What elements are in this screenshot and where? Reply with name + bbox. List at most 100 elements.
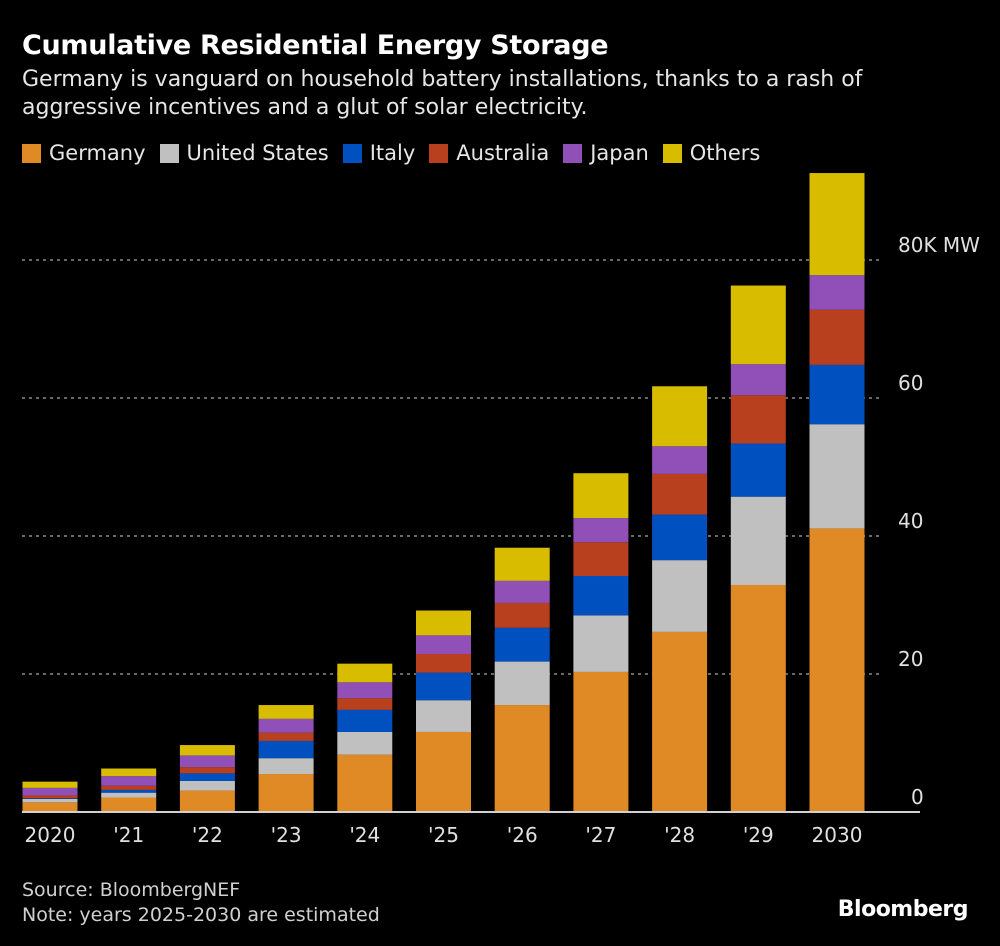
legend-swatch <box>22 143 41 163</box>
bar-segment-others <box>337 663 393 683</box>
bar-segment-germany <box>730 584 786 812</box>
y-tick-label: 80K MW <box>898 233 980 257</box>
bar-segment-united-states <box>809 424 865 529</box>
bar-segment-others <box>22 781 78 788</box>
x-tick-label: '27 <box>585 823 616 847</box>
bar-segment-australia <box>101 785 157 790</box>
legend-label: Germany <box>49 141 146 165</box>
bar-segment-germany <box>22 802 78 812</box>
bar-segment-italy <box>22 798 78 799</box>
bar-segment-japan <box>416 635 471 654</box>
bar-segment-united-states <box>652 560 708 632</box>
bar-segment-japan <box>573 518 629 543</box>
x-tick-label: '29 <box>743 823 774 847</box>
bar-segment-others <box>809 173 865 276</box>
bar-segment-united-states <box>730 496 786 585</box>
y-tick-label: 60 <box>898 371 923 395</box>
y-tick-label: 40 <box>898 509 923 533</box>
bar-segment-united-states <box>101 792 157 798</box>
bar-segment-others <box>179 745 235 756</box>
source-note: Source: BloombergNEF <box>22 879 241 901</box>
bar-segment-italy <box>179 773 235 781</box>
legend-label: United States <box>186 141 329 165</box>
legend-swatch <box>429 143 449 163</box>
bar-segment-japan <box>809 275 865 310</box>
bloomberg-logo: Bloomberg <box>837 897 969 922</box>
x-tick-label: '21 <box>113 823 144 847</box>
bar-segment-italy <box>494 627 550 662</box>
bar-segment-united-states <box>416 700 471 732</box>
bar-segment-others <box>416 610 471 636</box>
x-tick-label: '22 <box>192 823 223 847</box>
bar-segment-italy <box>416 672 471 701</box>
legend-item: United States <box>159 141 329 165</box>
legend-swatch <box>342 143 362 163</box>
bar-segment-germany <box>416 731 471 812</box>
bar-segment-united-states <box>337 731 393 755</box>
legend-item: Others <box>662 141 761 165</box>
bar-segment-italy <box>101 789 157 793</box>
legend: Germany United States Italy Australia Japan O… <box>22 141 760 165</box>
legend-label: Italy <box>369 141 416 165</box>
x-tick-label: '24 <box>349 823 380 847</box>
bar-segment-australia <box>337 698 393 710</box>
bar-segment-united-states <box>494 661 550 706</box>
footer: Source: BloombergNEF Note: years 2025-20… <box>22 878 380 928</box>
legend-swatch <box>662 143 682 163</box>
bar-segment-united-states <box>22 798 78 803</box>
bar-segment-italy <box>652 514 708 561</box>
bar-segment-germany <box>573 671 629 812</box>
bar-segment-australia <box>730 395 786 444</box>
bar-segment-others <box>652 386 708 447</box>
y-tick-label: 0 <box>911 785 924 809</box>
legend-swatch <box>563 143 583 163</box>
legend-item: Japan <box>563 141 649 165</box>
bar-segment-italy <box>573 576 629 616</box>
bar-segment-italy <box>730 443 786 497</box>
bar-segment-germany <box>809 528 865 812</box>
legend-label: Others <box>689 141 761 165</box>
chart-title: Cumulative Residential Energy Storage <box>22 30 609 61</box>
bar-segment-japan <box>22 787 78 796</box>
x-tick-label: '26 <box>507 823 538 847</box>
bar-segment-germany <box>652 631 708 812</box>
bar-segment-others <box>258 705 314 719</box>
bar-segment-germany <box>337 754 393 812</box>
bar-segment-italy <box>258 740 314 759</box>
bar-segment-others <box>494 547 550 581</box>
estimate-note: Note: years 2025-2030 are estimated <box>22 904 380 926</box>
bar-segment-australia <box>809 309 865 365</box>
legend-label: Japan <box>590 141 649 165</box>
bar-segment-united-states <box>573 615 629 672</box>
legend-label: Australia <box>456 141 550 165</box>
bar-segment-australia <box>258 732 314 741</box>
bar-segment-italy <box>337 709 393 732</box>
bar-segment-australia <box>179 767 235 774</box>
bar-segment-japan <box>258 718 314 733</box>
y-tick-label: 20 <box>898 647 923 671</box>
bar-segment-united-states <box>179 780 235 791</box>
bar-segment-japan <box>179 755 235 768</box>
legend-swatch <box>159 143 179 163</box>
x-tick-label: '25 <box>428 823 459 847</box>
bar-segment-germany <box>101 797 157 812</box>
bar-segment-japan <box>652 446 708 474</box>
bar-segment-australia <box>652 473 708 515</box>
bar-segment-united-states <box>258 758 314 775</box>
bar-segment-germany <box>179 790 235 812</box>
bar-segment-italy <box>809 364 865 425</box>
x-tick-label: '23 <box>271 823 302 847</box>
legend-item: Germany <box>22 141 146 165</box>
bar-segment-australia <box>573 542 629 577</box>
bar-segment-australia <box>22 795 78 799</box>
bar-segment-japan <box>730 364 786 396</box>
bar-segment-others <box>730 285 786 365</box>
bar-segment-australia <box>416 653 471 673</box>
legend-item: Italy <box>342 141 416 165</box>
chart-subtitle: Germany is vanguard on household battery… <box>22 67 863 120</box>
bar-segment-germany <box>258 774 314 812</box>
bar-segment-germany <box>494 705 550 812</box>
bar-segment-others <box>101 768 157 777</box>
bar-segment-australia <box>494 602 550 628</box>
